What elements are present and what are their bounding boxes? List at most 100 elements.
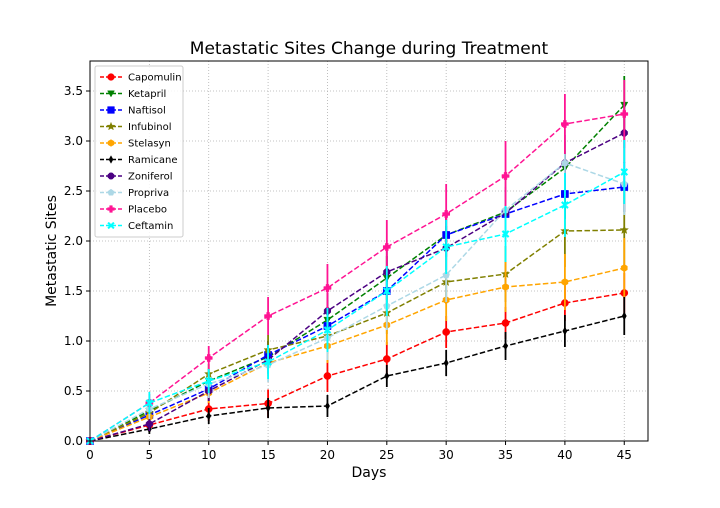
data-point — [204, 354, 213, 362]
y-tick-label: 0.5 — [64, 384, 83, 398]
legend-item-placebo: Placebo — [100, 205, 167, 216]
legend-item-ramicane: Ramicane — [100, 155, 178, 166]
x-tick-label: 15 — [260, 448, 275, 462]
legend-item-propriva: Propriva — [100, 188, 169, 199]
series-line — [89, 186, 625, 442]
legend-label: Ketapril — [128, 89, 166, 100]
legend-label: Stelasyn — [128, 139, 171, 150]
x-tick-label: 5 — [146, 448, 154, 462]
data-point — [384, 371, 390, 381]
data-point — [502, 283, 509, 291]
legend-marker — [107, 90, 115, 98]
legend-item-stelasyn: Stelasyn — [100, 139, 171, 150]
data-point — [501, 230, 510, 238]
data-point — [145, 399, 154, 407]
x-tick-label: 0 — [86, 448, 94, 462]
series-line — [89, 267, 625, 442]
axis-ticks: 0 5 10 15 20 25 30 35 40 45 0.0 0.5 1.0 1.5 2.0 2.5 3.0 3… — [64, 84, 632, 462]
series-line — [89, 171, 625, 442]
legend-marker — [107, 205, 115, 213]
series-line — [89, 315, 625, 442]
y-tick-label: 3.0 — [64, 134, 83, 148]
series-ramicane — [87, 297, 627, 446]
legend-item-ketapril: Ketapril — [100, 89, 166, 100]
data-point — [323, 326, 332, 334]
y-tick-label: 0.0 — [64, 434, 83, 448]
legend-box — [94, 65, 184, 238]
y-axis-label: Metastatic Sites — [44, 195, 60, 307]
data-point — [442, 271, 450, 279]
x-tick-label: 45 — [617, 448, 632, 462]
x-axis-label: Days — [352, 465, 387, 481]
data-point — [620, 168, 629, 176]
legend-marker — [107, 139, 115, 147]
legend-marker — [106, 121, 116, 131]
legend-item-infubinol: Infubinol — [100, 121, 172, 133]
x-tick-label: 25 — [379, 448, 394, 462]
legend-label: Zoniferol — [128, 172, 173, 183]
data-point — [620, 264, 628, 272]
series-line — [89, 113, 625, 442]
legend-marker — [107, 221, 115, 230]
legend-label: Ceftamin — [128, 221, 173, 232]
legend-marker — [108, 155, 114, 164]
legend-marker — [107, 172, 115, 180]
legend-label: Placebo — [128, 205, 167, 216]
y-tick-label: 2.0 — [64, 234, 83, 248]
x-tick-label: 40 — [557, 448, 572, 462]
chart-title: Metastatic Sites Change during Treatment — [190, 39, 549, 59]
data-point — [619, 224, 630, 235]
y-tick-label: 2.5 — [64, 184, 83, 198]
data-point — [264, 312, 272, 320]
legend-label: Infubinol — [128, 122, 172, 133]
data-point — [561, 120, 569, 128]
data-point — [206, 411, 212, 421]
data-point — [503, 341, 508, 351]
legend-label: Propriva — [128, 188, 169, 199]
data-point — [560, 201, 569, 209]
legend-item-zoniferol: Zoniferol — [100, 172, 173, 183]
data-point — [621, 311, 627, 321]
data-point — [382, 355, 391, 363]
series-line — [89, 162, 625, 442]
legend-marker — [107, 106, 115, 114]
legend-label: Capomulin — [128, 73, 182, 84]
data-point — [145, 420, 153, 428]
legend-marker — [107, 188, 115, 196]
y-tick-label: 3.5 — [64, 84, 83, 98]
series-line — [89, 292, 625, 442]
data-point — [442, 328, 451, 336]
data-point — [382, 287, 391, 295]
series-line — [89, 229, 625, 442]
data-point — [501, 172, 510, 180]
legend-label: Ramicane — [128, 155, 178, 166]
series-layer — [85, 76, 630, 446]
data-point — [442, 243, 451, 251]
data-point — [620, 110, 629, 118]
legend-item-naftisol: Naftisol — [100, 106, 166, 117]
data-point — [561, 278, 569, 286]
data-point — [264, 358, 273, 366]
data-point — [442, 210, 451, 218]
legend: Capomulin Ketapril Naftisol Infubinol Stelas… — [94, 65, 184, 238]
plot-frame — [89, 60, 649, 442]
data-point — [323, 372, 332, 380]
y-tick-label: 1.0 — [64, 334, 83, 348]
series-line — [89, 132, 625, 442]
data-point — [325, 401, 330, 411]
x-tick-label: 35 — [498, 448, 513, 462]
x-tick-label: 10 — [201, 448, 216, 462]
data-point — [204, 377, 213, 385]
y-tick-label: 1.5 — [64, 284, 83, 298]
x-tick-label: 20 — [320, 448, 335, 462]
data-point — [561, 159, 569, 167]
data-point — [501, 319, 510, 327]
series-ceftamin — [86, 140, 629, 445]
data-point — [382, 243, 391, 251]
legend-item-ceftamin: Ceftamin — [100, 221, 173, 232]
legend-item-capomulin: Capomulin — [100, 73, 182, 84]
data-point — [265, 403, 271, 413]
data-point — [323, 284, 332, 292]
